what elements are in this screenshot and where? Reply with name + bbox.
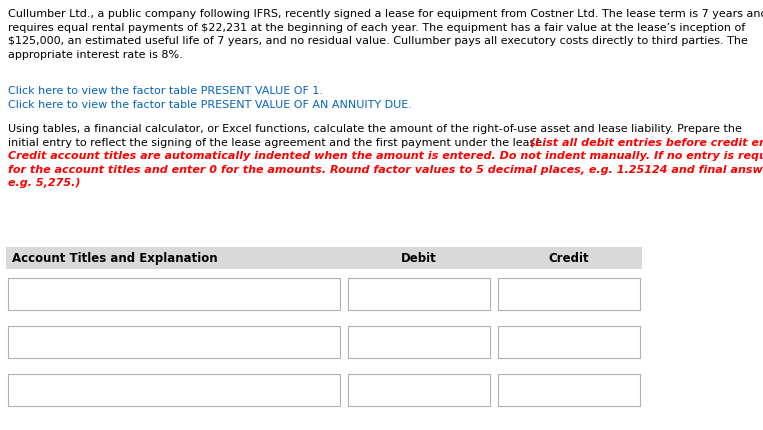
Text: appropriate interest rate is 8%.: appropriate interest rate is 8%. — [8, 49, 183, 59]
Text: Credit: Credit — [549, 252, 589, 265]
Bar — [6, 247, 642, 269]
Bar — [8, 374, 340, 406]
Text: Click here to view the factor table PRESENT VALUE OF 1.: Click here to view the factor table PRES… — [8, 86, 323, 96]
Text: requires equal rental payments of $22,231 at the beginning of each year. The equ: requires equal rental payments of $22,23… — [8, 22, 745, 33]
Text: initial entry to reflect the signing of the lease agreement and the first paymen: initial entry to reflect the signing of … — [8, 137, 549, 147]
Bar — [348, 374, 490, 406]
Text: Debit: Debit — [401, 252, 437, 265]
Bar — [498, 326, 640, 358]
Text: for the account titles and enter 0 for the amounts. Round factor values to 5 dec: for the account titles and enter 0 for t… — [8, 164, 763, 174]
Text: Account Titles and Explanation: Account Titles and Explanation — [12, 252, 217, 265]
Bar — [8, 278, 340, 310]
Bar — [8, 326, 340, 358]
Text: Credit account titles are automatically indented when the amount is entered. Do : Credit account titles are automatically … — [8, 151, 763, 161]
Text: Cullumber Ltd., a public company following IFRS, recently signed a lease for equ: Cullumber Ltd., a public company followi… — [8, 9, 763, 19]
Bar — [348, 326, 490, 358]
Text: e.g. 5,275.): e.g. 5,275.) — [8, 178, 81, 187]
Bar — [348, 278, 490, 310]
Text: Click here to view the factor table PRESENT VALUE OF AN ANNUITY DUE.: Click here to view the factor table PRES… — [8, 99, 412, 109]
Bar — [498, 278, 640, 310]
Bar — [498, 374, 640, 406]
Text: Using tables, a financial calculator, or Excel functions, calculate the amount o: Using tables, a financial calculator, or… — [8, 124, 742, 134]
Text: (List all debit entries before credit entries.: (List all debit entries before credit en… — [530, 137, 763, 147]
Text: $125,000, an estimated useful life of 7 years, and no residual value. Cullumber : $125,000, an estimated useful life of 7 … — [8, 36, 748, 46]
